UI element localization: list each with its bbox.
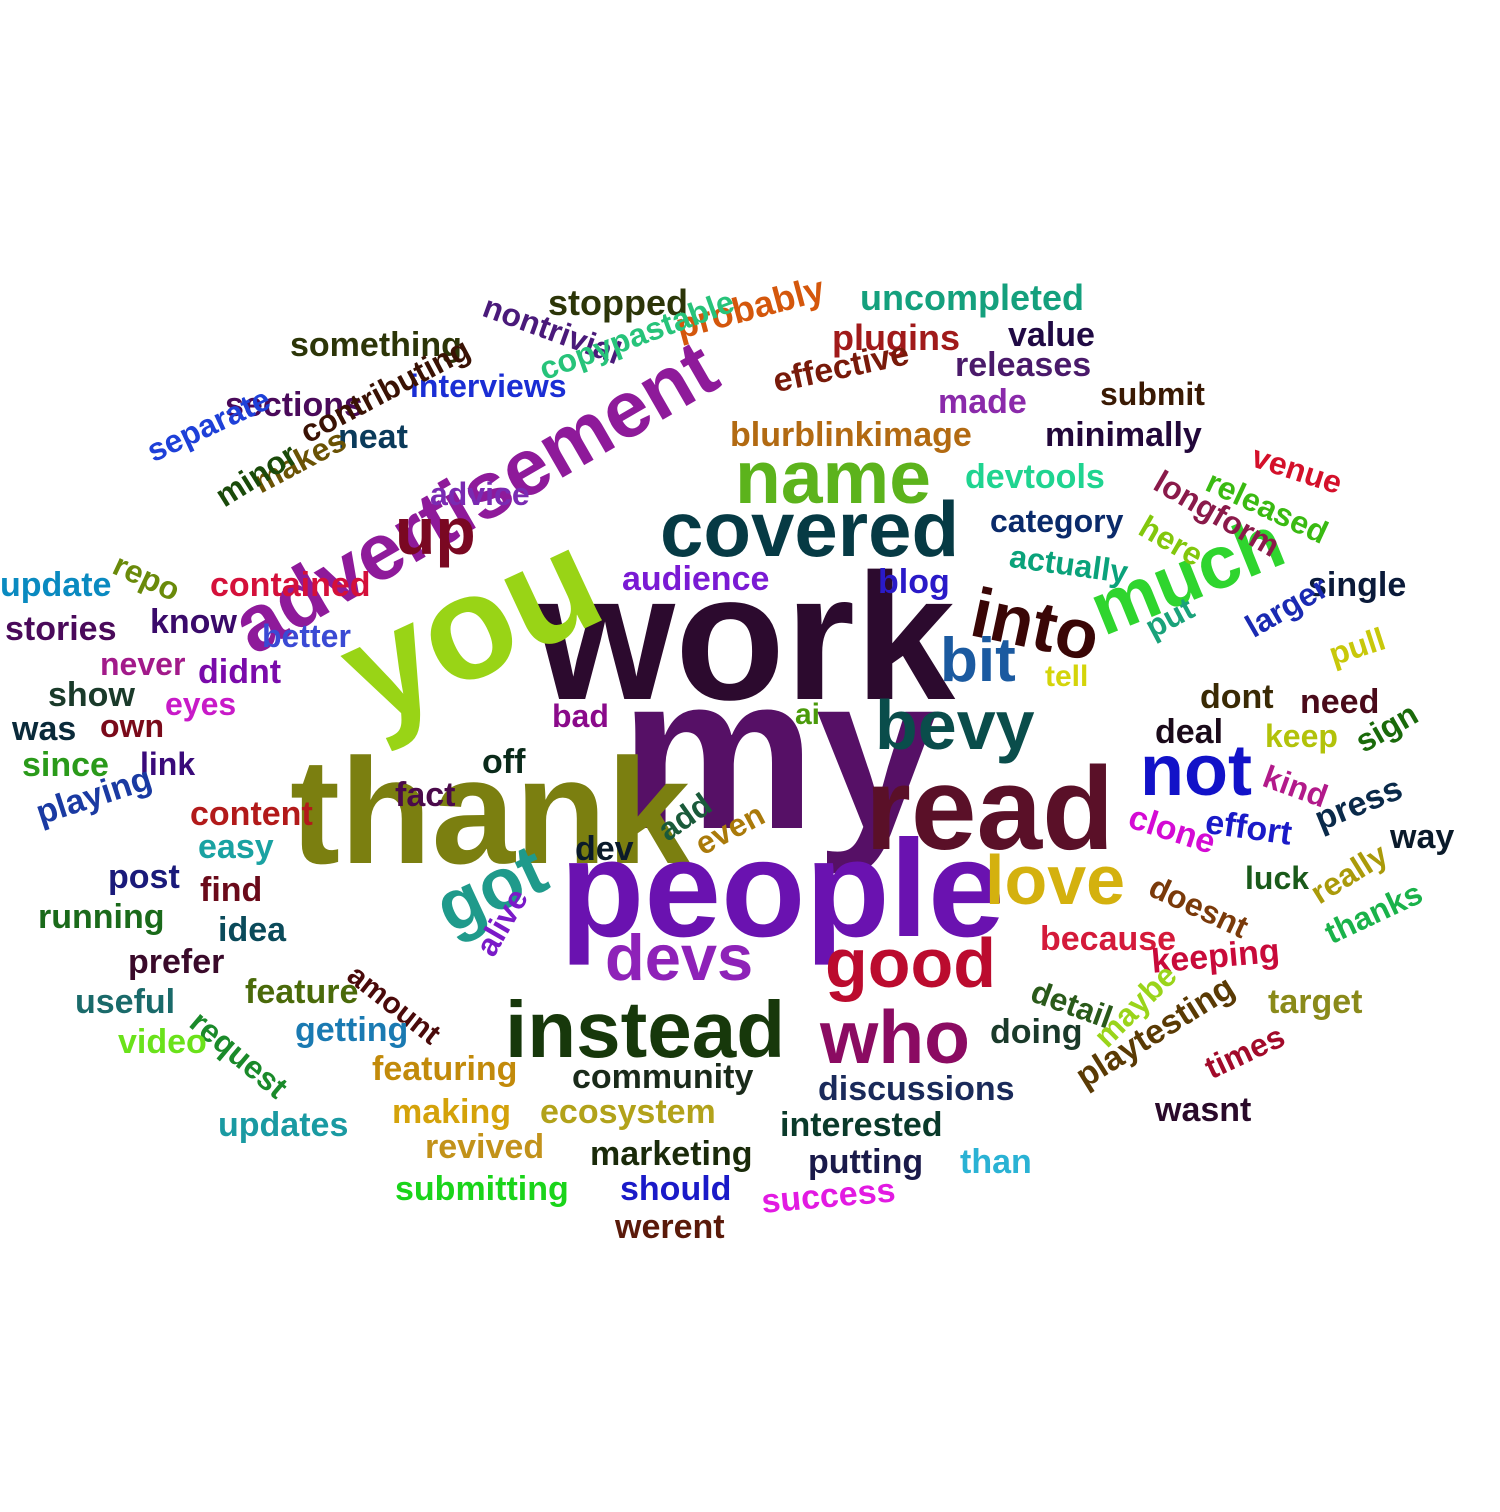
word-idea: idea [218, 911, 287, 949]
word-target: target [1268, 983, 1363, 1021]
word-dev: dev [575, 830, 634, 868]
word-value: value [1008, 316, 1095, 354]
word-useful: useful [75, 983, 176, 1021]
word-updates: updates [218, 1106, 349, 1144]
word-releases: releases [955, 346, 1092, 384]
word-wasnt: wasnt [1155, 1091, 1252, 1129]
word-easy: easy [198, 828, 274, 866]
word-uncompleted: uncompleted [860, 277, 1085, 318]
word-putting: putting [808, 1143, 924, 1181]
word-need: need [1300, 683, 1380, 721]
word-plugins: plugins [832, 317, 960, 358]
word-prefer: prefer [128, 943, 225, 981]
word-link: link [140, 746, 196, 782]
word-minimally: minimally [1045, 416, 1202, 454]
word-contained: contained [210, 566, 371, 604]
word-know: know [150, 603, 237, 641]
word-didnt: didnt [198, 653, 282, 691]
word-post: post [108, 858, 180, 896]
word-times: times [1199, 1017, 1291, 1086]
word-interviews: interviews [410, 368, 567, 404]
word-luck: luck [1245, 860, 1310, 896]
word-love: love [985, 841, 1126, 919]
word-neat: neat [338, 418, 408, 456]
word-success: success [759, 1171, 897, 1221]
word-sections: sections [225, 386, 363, 424]
word-read: read [865, 743, 1115, 875]
word-stopped: stopped [548, 282, 688, 323]
word-up: up [395, 494, 476, 568]
word-advice: advice [430, 476, 530, 512]
word-submit: submit [1100, 376, 1205, 412]
word-community: community [572, 1058, 754, 1096]
word-revived: revived [425, 1128, 545, 1166]
word-something: something [290, 326, 462, 364]
word-werent: werent [615, 1208, 725, 1246]
word-making: making [392, 1093, 512, 1131]
word-content: content [190, 795, 313, 833]
word-deal: deal [1155, 713, 1224, 751]
word-blurblinkimage: blurblinkimage [730, 416, 972, 454]
word-video: video [118, 1023, 207, 1061]
word-bit: bit [940, 626, 1016, 695]
word-since: since [22, 746, 109, 784]
word-running: running [38, 898, 165, 936]
word-find: find [200, 871, 263, 909]
word-show: show [48, 676, 135, 714]
word-covered: covered [660, 485, 960, 573]
word-keep: keep [1265, 718, 1338, 754]
word-category: category [990, 503, 1124, 539]
word-eyes: eyes [165, 686, 237, 722]
word-devtools: devtools [965, 458, 1105, 496]
word-who: who [820, 995, 970, 1079]
word-never: never [100, 646, 186, 682]
word-tell: tell [1045, 660, 1089, 693]
word-submitting: submitting [395, 1170, 569, 1208]
word-not: not [1140, 731, 1252, 811]
word-way: way [1390, 818, 1455, 856]
word-good: good [825, 924, 997, 1002]
word-than: than [960, 1143, 1032, 1181]
word-doing: doing [990, 1013, 1083, 1051]
word-blog: blog [878, 563, 950, 601]
word-single: single [1308, 566, 1407, 604]
word-my: my [620, 629, 938, 875]
word-better: better [262, 618, 351, 654]
word-bad: bad [552, 698, 609, 734]
word-made: made [938, 383, 1027, 421]
word-audience: audience [622, 560, 770, 598]
word-actually: actually [1007, 538, 1131, 591]
word-update: update [0, 566, 112, 604]
word-pull: pull [1324, 620, 1390, 673]
word-ecosystem: ecosystem [540, 1093, 716, 1131]
word-minor: minor [208, 436, 304, 514]
word-because: because [1040, 920, 1177, 958]
word-dont: dont [1200, 678, 1274, 716]
word-devs: devs [605, 921, 754, 994]
word-getting: getting [295, 1011, 409, 1049]
word-discussions: discussions [818, 1070, 1015, 1108]
word-marketing: marketing [590, 1135, 753, 1173]
word-feature: feature [245, 973, 359, 1011]
word-bevy: bevy [875, 686, 1035, 764]
word-repo: repo [107, 546, 186, 609]
word-instead: instead [505, 985, 786, 1074]
word-featuring: featuring [372, 1050, 518, 1088]
word-work: work [535, 537, 956, 738]
word-name: name [735, 435, 931, 519]
word-ai: ai [795, 698, 821, 731]
word-effort: effort [1202, 803, 1295, 853]
word-fact: fact [395, 776, 456, 814]
word-stories: stories [5, 610, 117, 648]
word-off: off [482, 743, 526, 781]
word-interested: interested [780, 1106, 943, 1144]
word-was: was [12, 710, 77, 748]
word-thank: thank [290, 727, 691, 895]
word-should: should [620, 1170, 732, 1208]
word-people: people [560, 812, 1005, 966]
word-own: own [100, 708, 164, 744]
